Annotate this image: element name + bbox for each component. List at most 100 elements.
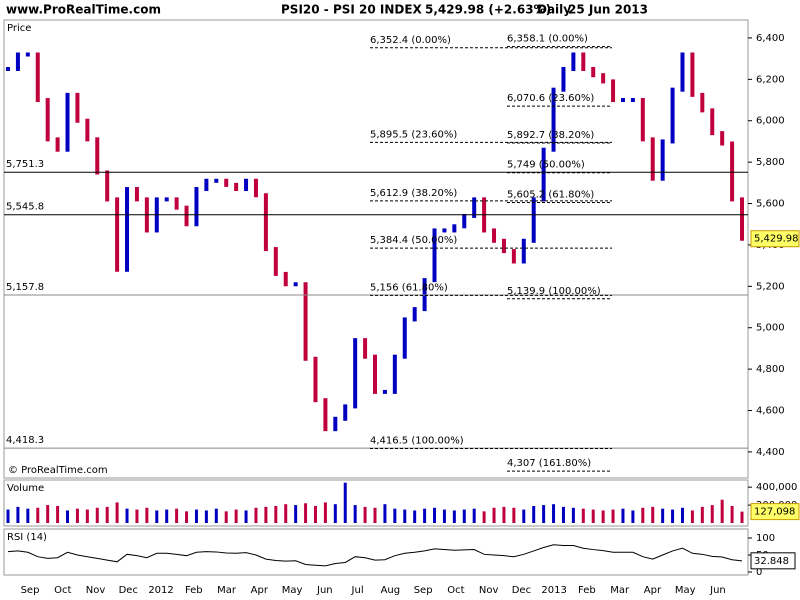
price-bar bbox=[283, 271, 288, 287]
x-tick-label: Mar bbox=[217, 585, 237, 596]
x-tick-label: Aug bbox=[381, 585, 401, 596]
price-bar bbox=[720, 131, 725, 146]
x-tick-label: Feb bbox=[578, 585, 596, 596]
volume-bar bbox=[105, 506, 109, 523]
fib-label: 5,605.2 (61.80%) bbox=[507, 189, 594, 200]
volume-bar bbox=[125, 508, 129, 523]
price-bar bbox=[442, 228, 447, 233]
volume-bar bbox=[472, 508, 476, 523]
volume-bar bbox=[175, 508, 179, 523]
x-tick-label: Jul bbox=[351, 585, 364, 596]
price-bar bbox=[313, 356, 318, 403]
period: Daily bbox=[537, 3, 571, 17]
x-tick-label: Jun bbox=[316, 585, 333, 596]
volume-bar bbox=[135, 509, 139, 523]
fib-label: 4,307 (161.80%) bbox=[507, 458, 591, 469]
price-bar bbox=[263, 193, 268, 252]
price-bar bbox=[323, 398, 328, 432]
price-bar bbox=[700, 92, 705, 113]
x-tick-label: Nov bbox=[479, 585, 499, 596]
price-bar bbox=[382, 389, 387, 394]
y-tick-label: 6,400 bbox=[756, 33, 785, 44]
fib-label: 5,612.9 (38.20%) bbox=[370, 188, 457, 199]
volume-bar bbox=[631, 510, 635, 523]
price-bar bbox=[740, 197, 744, 241]
price-bar bbox=[204, 178, 209, 192]
quote: 5,429.98 (+2.63%) bbox=[425, 3, 551, 17]
price-bar bbox=[253, 178, 258, 198]
price-bar bbox=[591, 66, 596, 78]
price-panel bbox=[3, 19, 749, 479]
volume-bar bbox=[214, 508, 218, 523]
level-label: 5,157.8 bbox=[6, 282, 44, 293]
price-bar bbox=[392, 354, 397, 394]
price-bar bbox=[452, 224, 457, 233]
price-bar bbox=[224, 178, 229, 187]
price-bar bbox=[412, 307, 417, 322]
price-bar bbox=[660, 139, 665, 181]
price-bar bbox=[95, 137, 100, 175]
x-tick-label: Sep bbox=[21, 585, 40, 596]
rsi-line bbox=[7, 544, 743, 567]
price-bar bbox=[571, 52, 576, 71]
x-tick-label: Mar bbox=[610, 585, 630, 596]
fib-label: 5,156 (61.80%) bbox=[370, 282, 448, 293]
price-bar bbox=[184, 205, 189, 227]
volume-bar bbox=[482, 511, 486, 523]
x-tick-label: Nov bbox=[86, 585, 106, 596]
volume-bar bbox=[591, 509, 595, 523]
price-bar bbox=[402, 317, 407, 359]
last-price-box bbox=[750, 230, 800, 248]
volume-bar bbox=[194, 509, 198, 523]
volume-bar bbox=[294, 505, 298, 523]
volume-bar bbox=[224, 511, 228, 523]
price-bar bbox=[551, 87, 556, 152]
price-bar bbox=[531, 197, 536, 243]
y-tick-label: 6,000 bbox=[756, 116, 785, 127]
price-bar bbox=[601, 73, 606, 84]
volume-bar bbox=[85, 509, 89, 523]
volume-bar bbox=[522, 509, 526, 523]
x-tick-label: Sep bbox=[414, 585, 433, 596]
price-bar bbox=[690, 52, 695, 97]
volume-bar bbox=[532, 505, 536, 523]
volume-bar bbox=[452, 510, 456, 523]
y-tick-label: 400,000 bbox=[756, 482, 797, 493]
price-bar bbox=[25, 52, 30, 57]
volume-bar bbox=[710, 505, 714, 523]
volume-bar bbox=[651, 506, 655, 523]
y-tick-label: 5,800 bbox=[756, 157, 785, 168]
price-bar bbox=[15, 52, 20, 71]
volume-bar bbox=[323, 502, 327, 523]
volume-bar bbox=[571, 507, 575, 523]
price-bar bbox=[581, 52, 586, 71]
volume-bar bbox=[581, 508, 585, 523]
price-bar bbox=[55, 137, 60, 152]
volume-bar bbox=[423, 508, 427, 523]
volume-bar bbox=[641, 507, 645, 523]
price-bar bbox=[521, 238, 526, 264]
fib-label: 4,416.5 (100.00%) bbox=[370, 436, 464, 447]
x-tick-label: Apr bbox=[251, 585, 269, 596]
level-label: 5,751.3 bbox=[6, 159, 44, 170]
volume-bar bbox=[502, 506, 506, 523]
volume-bar bbox=[115, 502, 119, 523]
volume-bar bbox=[75, 508, 79, 523]
rsi-panel bbox=[3, 528, 749, 576]
volume-bar bbox=[204, 510, 208, 523]
volume-bar bbox=[730, 505, 734, 523]
price-bar bbox=[214, 178, 219, 183]
y-tick-label: 5,600 bbox=[756, 199, 785, 210]
price-bar bbox=[115, 197, 120, 272]
y-tick-label: 4,600 bbox=[756, 406, 785, 417]
price-bar bbox=[75, 92, 80, 123]
volume-bar bbox=[26, 508, 30, 523]
last-rsi-label: 32.848 bbox=[754, 556, 789, 567]
price-bar bbox=[35, 52, 40, 103]
price-bar bbox=[134, 187, 139, 202]
volume-bar bbox=[413, 510, 417, 523]
y-tick-label: 5,200 bbox=[756, 281, 785, 292]
fib-label: 5,384.4 (50.00%) bbox=[370, 235, 457, 246]
fib-label: 5,892.7 (38.20%) bbox=[507, 130, 594, 141]
